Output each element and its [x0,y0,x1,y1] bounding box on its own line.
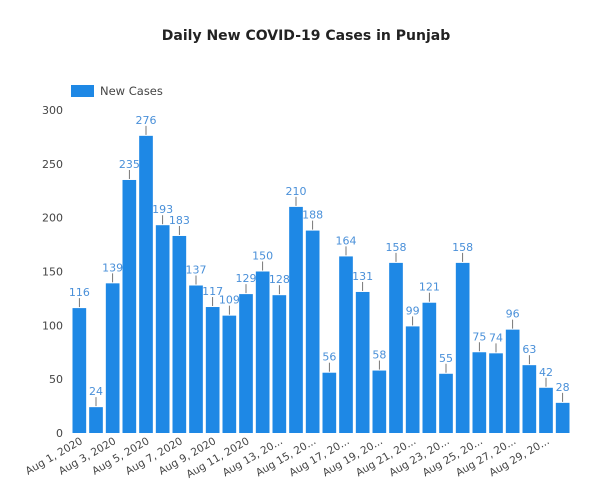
data-label: 193 [152,203,173,216]
data-label: 210 [286,185,307,198]
bar [289,206,303,433]
bar [439,373,453,433]
data-label: 276 [136,114,157,127]
data-label: 56 [322,351,336,364]
bar [405,326,420,433]
bar [372,370,387,433]
y-tick-label: 150 [42,266,63,279]
bar [555,402,570,433]
bar [105,283,120,433]
bar [89,407,103,433]
bar [122,179,137,433]
data-label: 183 [169,214,190,227]
bar [455,262,470,433]
data-label: 188 [302,209,323,222]
legend[interactable]: New Cases [71,83,163,99]
bar [205,307,220,433]
y-tick-label: 100 [42,319,63,332]
bar [255,271,270,433]
data-label: 96 [506,308,520,321]
bar [422,302,437,433]
y-tick-label: 200 [42,212,63,225]
data-label: 28 [556,381,570,394]
chart-title: Daily New COVID-19 Cases in Punjab [161,28,451,44]
data-label: 109 [219,294,240,307]
data-label: 158 [452,241,473,254]
data-label: 137 [186,263,207,276]
bar [355,291,370,433]
bar [155,225,170,433]
bar [172,235,187,433]
bar [272,295,287,433]
y-tick-label: 300 [42,104,63,117]
bar [389,262,403,433]
y-tick-label: 250 [42,158,63,171]
data-label: 24 [89,385,103,398]
bar [505,329,520,433]
bar [239,294,253,433]
legend-label: New Cases [100,84,163,98]
data-label: 74 [489,331,503,344]
data-label: 129 [236,272,257,285]
data-label: 164 [336,234,357,247]
data-label: 42 [539,366,553,379]
bar [139,135,153,433]
bar [305,230,320,433]
data-label: 128 [269,273,290,286]
bar [539,387,553,433]
data-label: 75 [472,330,486,343]
data-label: 121 [419,281,440,294]
data-label: 99 [406,304,420,317]
data-label: 235 [119,158,140,171]
legend-swatch [71,85,94,97]
bar [189,285,203,433]
data-label: 139 [102,261,123,274]
data-label: 58 [372,349,386,362]
bar [522,365,537,433]
bar [72,308,87,433]
bar [222,315,237,433]
data-label: 116 [69,286,90,299]
data-label: 55 [439,352,453,365]
bar [472,352,487,433]
data-label: 131 [352,270,373,283]
data-label: 63 [522,343,536,356]
bar [339,256,353,433]
bar [489,353,503,433]
y-tick-label: 50 [49,373,63,386]
data-label: 150 [252,250,273,263]
data-label: 117 [202,285,223,298]
y-tick-label: 0 [56,427,63,440]
bar [322,372,337,433]
data-label: 158 [386,241,407,254]
